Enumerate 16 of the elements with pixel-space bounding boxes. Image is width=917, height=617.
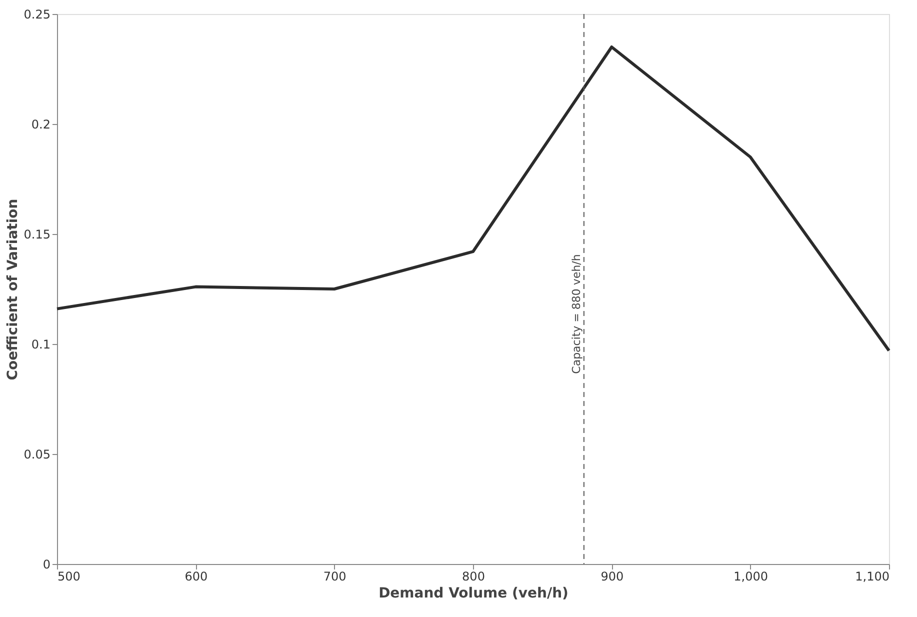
ref-line-label: Capacity = 880 veh/h <box>570 254 583 374</box>
x-tick-label: 1,000 <box>734 570 768 584</box>
x-tick-label: 700 <box>323 570 346 584</box>
x-tick-label: 900 <box>600 570 624 584</box>
y-axis-title: Coefficient of Variation <box>4 198 21 380</box>
y-tick-label: 0.15 <box>24 228 50 242</box>
y-tick-label: 0 <box>42 558 50 572</box>
y-tick-label: 0.2 <box>31 118 50 132</box>
x-tick-label: 800 <box>462 570 485 584</box>
y-tick-label: 0.1 <box>31 338 50 352</box>
x-axis-title: Demand Volume (veh/h) <box>378 586 568 602</box>
x-tick-label: 500 <box>58 570 80 584</box>
x-tick-label: 600 <box>184 570 208 584</box>
y-tick-label: 0.25 <box>24 8 50 22</box>
x-tick-label: 1,100 <box>855 570 890 584</box>
y-tick-label: 0.05 <box>24 448 50 462</box>
